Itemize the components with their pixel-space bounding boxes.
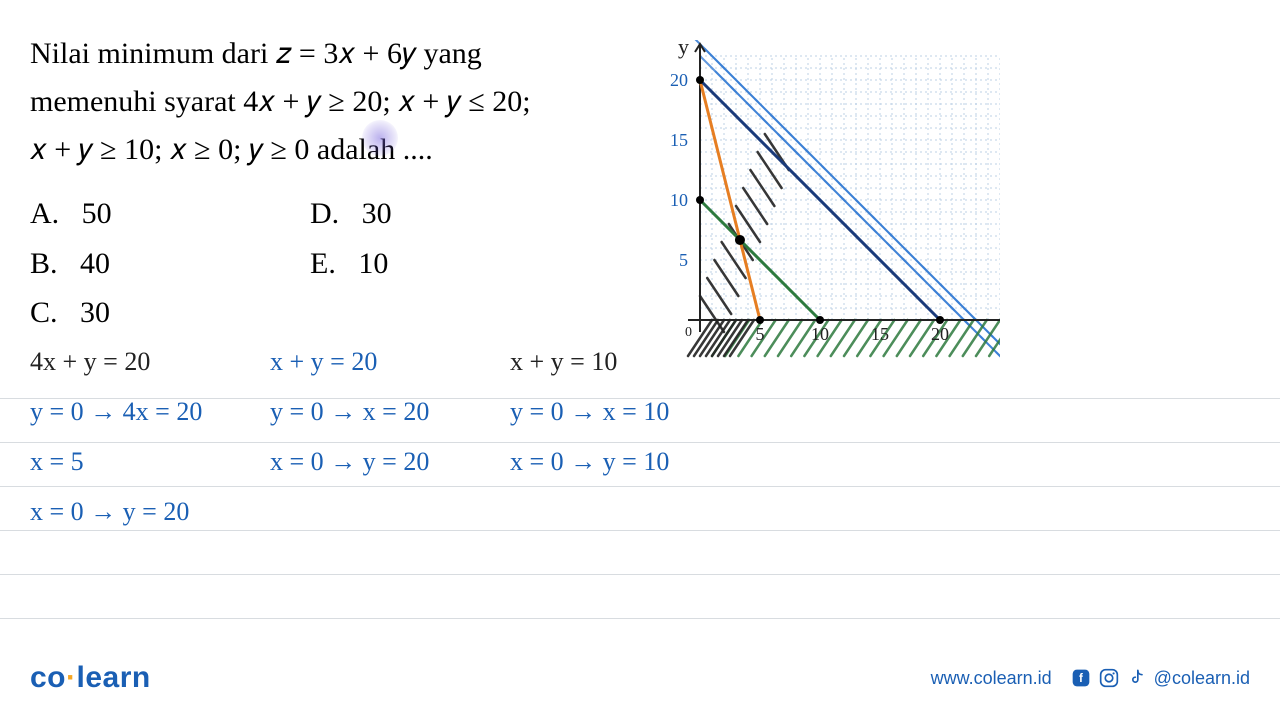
logo-co: co xyxy=(30,661,66,694)
option-b: B. 40 xyxy=(30,239,310,289)
svg-text:f: f xyxy=(1079,672,1083,685)
question-line1: Nilai minimum dari 𝑧 = 3𝑥 + 6𝑦 yang xyxy=(30,30,630,78)
question-line2: memenuhi syarat 4𝑥 + 𝑦 ≥ 20; 𝑥 + 𝑦 ≤ 20; xyxy=(30,78,630,126)
handwriting-line: x = 0 → y = 20 xyxy=(30,490,1250,534)
footer: co·learn www.colearn.id f @colearn.id xyxy=(30,661,1250,695)
facebook-icon: f xyxy=(1070,667,1092,689)
svg-text:10: 10 xyxy=(670,190,688,210)
instagram-icon xyxy=(1098,667,1120,689)
footer-right: www.colearn.id f @colearn.id xyxy=(931,667,1250,689)
logo-learn: learn xyxy=(77,661,151,694)
question-line3: 𝑥 + 𝑦 ≥ 10; 𝑥 ≥ 0; 𝑦 ≥ 0 adalah .... xyxy=(30,126,630,174)
graph-svg: 510152051015200xy xyxy=(620,40,1000,360)
footer-url: www.colearn.id xyxy=(931,668,1052,689)
svg-text:20: 20 xyxy=(670,70,688,90)
logo: co·learn xyxy=(30,661,151,695)
graph: 510152051015200xy xyxy=(620,40,1000,360)
social-handle: @colearn.id xyxy=(1154,668,1250,689)
social-icons: f @colearn.id xyxy=(1070,667,1250,689)
option-a: A. 50 xyxy=(30,189,310,239)
svg-text:15: 15 xyxy=(670,130,688,150)
option-d: D. 30 xyxy=(310,189,392,239)
tiktok-icon xyxy=(1126,667,1148,689)
option-c: C. 30 xyxy=(30,288,310,338)
svg-text:5: 5 xyxy=(679,250,688,270)
handwriting-block: 4x + y = 20x + y = 20x + y = 10 y = 0 → 4… xyxy=(30,340,1250,540)
svg-text:0: 0 xyxy=(685,325,692,340)
option-e: E. 10 xyxy=(310,239,388,289)
handwriting-line: 4x + y = 20x + y = 20x + y = 10 xyxy=(30,340,1250,384)
handwriting-line: y = 0 → 4x = 20y = 0 → x = 20y = 0 → x =… xyxy=(30,390,1250,434)
logo-dot: · xyxy=(66,661,77,694)
question-text: Nilai minimum dari 𝑧 = 3𝑥 + 6𝑦 yang meme… xyxy=(30,30,630,174)
handwriting-line: x = 5x = 0 → y = 20x = 0 → y = 10 xyxy=(30,440,1250,484)
svg-text:y: y xyxy=(678,40,689,59)
